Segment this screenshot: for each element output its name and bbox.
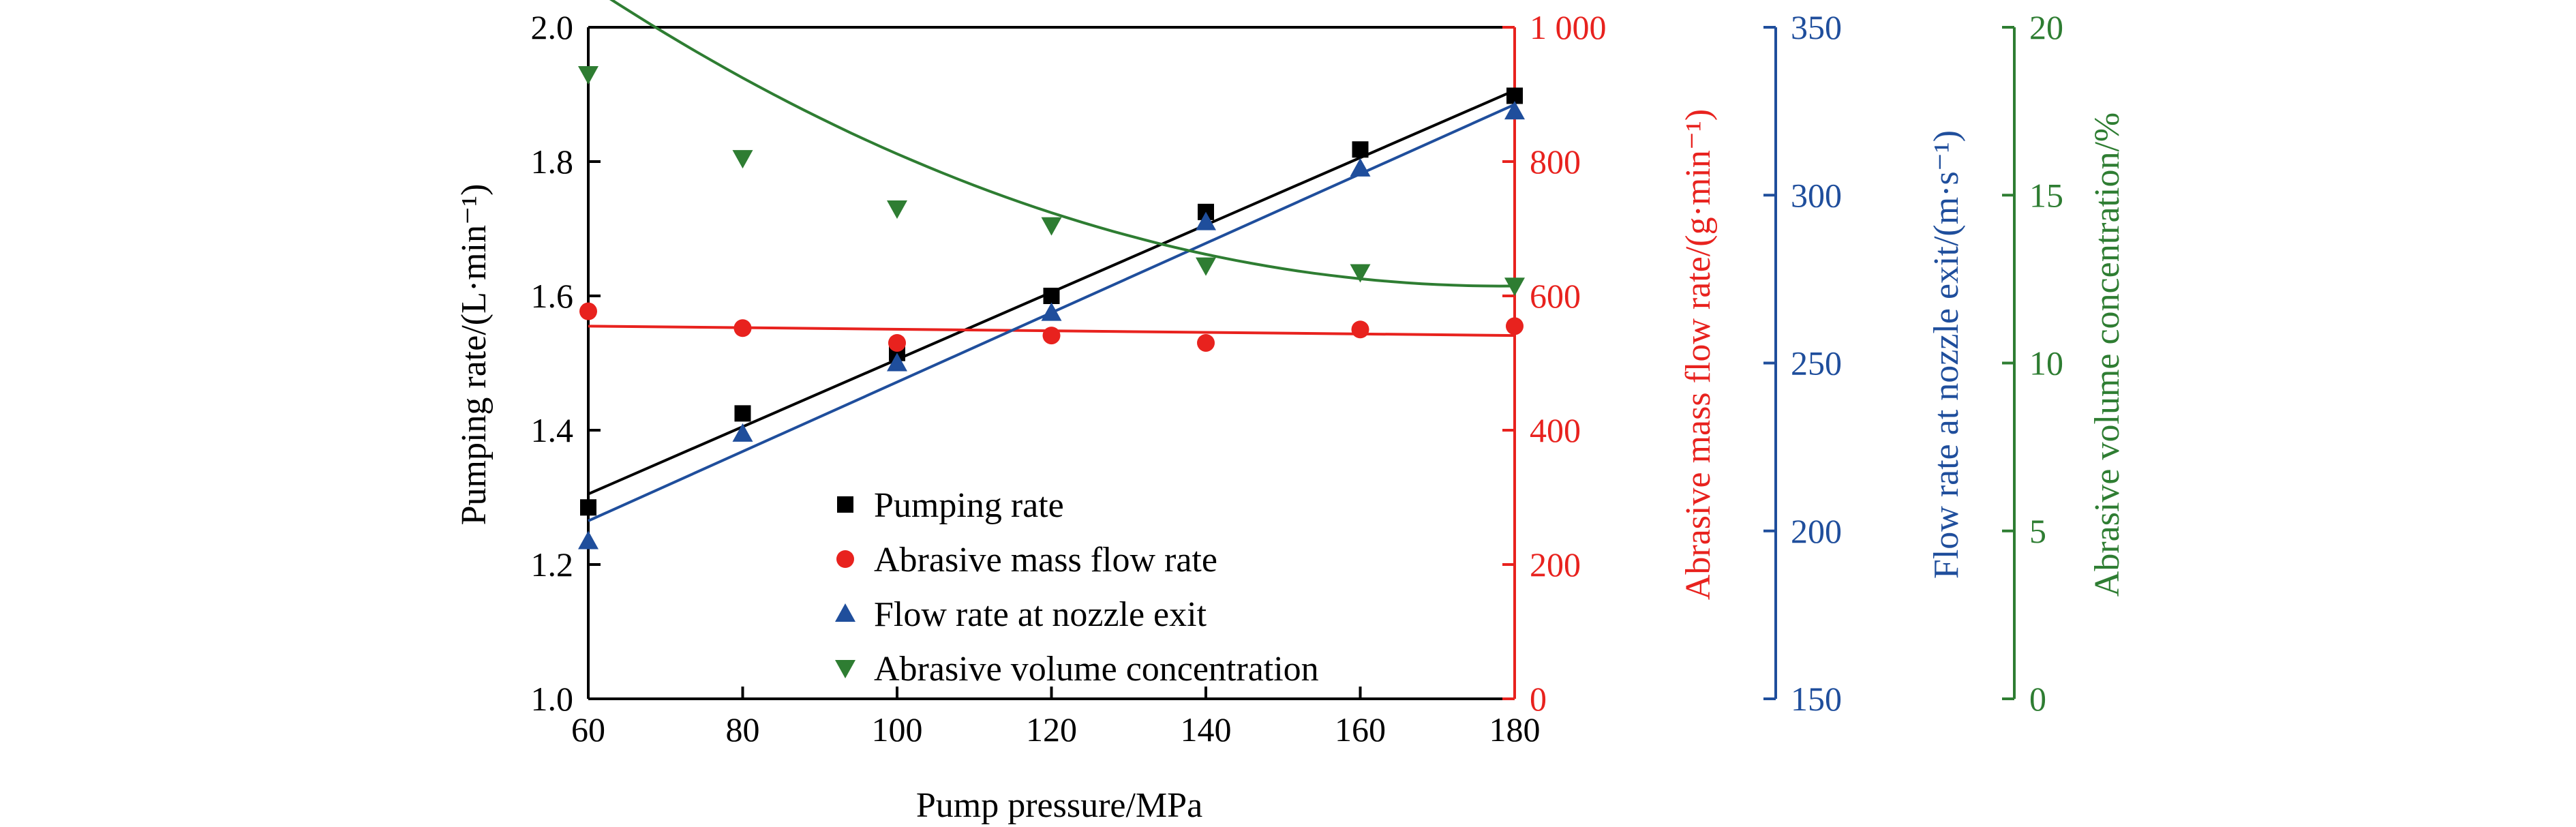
- x-tick-label: 100: [872, 710, 923, 749]
- y-tick-label-right2: 250: [1791, 344, 1842, 382]
- data-point: [887, 200, 907, 219]
- x-tick-label: 180: [1489, 710, 1541, 749]
- data-point: [1504, 277, 1525, 297]
- legend-label: Abrasive mass flow rate: [874, 541, 1217, 580]
- data-point: [1350, 157, 1371, 177]
- y-tick-label-right3: 0: [2029, 680, 2046, 718]
- y-tick-label-right1: 200: [1530, 545, 1581, 584]
- legend-marker: [836, 550, 854, 568]
- y-tick-label-right1: 600: [1530, 277, 1581, 315]
- y-tick-label-right1: 1 000: [1530, 8, 1607, 46]
- y-tick-label-right1: 0: [1530, 680, 1547, 718]
- data-point: [1043, 288, 1060, 304]
- fit-lines: [588, 0, 1515, 522]
- y-tick-label-left: 2.0: [531, 8, 574, 46]
- data-point: [1041, 302, 1062, 321]
- y-tick-label-right2: 350: [1791, 8, 1842, 46]
- legend-marker: [835, 660, 855, 678]
- y-tick-label-right2: 150: [1791, 680, 1842, 718]
- y-tick-label-left: 1.6: [531, 277, 574, 315]
- legend: Pumping rate Abrasive mass flow rate Flow …: [835, 486, 1319, 689]
- y-tick-label-right3: 15: [2029, 176, 2063, 214]
- y-tick-label-right2: 300: [1791, 176, 1842, 214]
- data-point: [578, 65, 598, 85]
- y-tick-label-left: 1.2: [531, 545, 574, 584]
- x-tick-label: 60: [571, 710, 605, 749]
- data-point: [1197, 333, 1215, 352]
- x-axis-title: Pump pressure/MPa: [916, 786, 1202, 825]
- legend-label: Abrasive volume concentration: [874, 650, 1319, 689]
- y-tick-label-right2: 200: [1791, 512, 1842, 550]
- y-tick-label-right3: 5: [2029, 512, 2046, 550]
- y-tick-label-right1: 400: [1530, 411, 1581, 449]
- y-axis-title-abrasive-volume-concentration: Abrasive volume concentration/%: [2088, 112, 2127, 597]
- axes-layer: 60 80 100 120 140 160 1801.01.21.41.61.82.0020…: [531, 8, 2064, 749]
- data-point: [1196, 257, 1216, 276]
- y-tick-label-right1: 800: [1530, 142, 1581, 181]
- legend-label: Pumping rate: [874, 486, 1064, 525]
- data-point: [732, 423, 753, 442]
- data-point: [1350, 264, 1371, 283]
- data-point: [1351, 320, 1369, 339]
- data-point: [888, 333, 906, 352]
- y-tick-label-left: 1.8: [531, 142, 574, 181]
- data-point: [1506, 317, 1524, 335]
- x-tick-label: 140: [1181, 710, 1232, 749]
- x-tick-label: 80: [726, 710, 760, 749]
- data-point: [1042, 327, 1061, 345]
- x-tick-label: 120: [1026, 710, 1077, 749]
- data-point: [579, 302, 597, 320]
- legend-marker: [837, 496, 853, 513]
- data-point: [1196, 211, 1216, 230]
- data-point: [1041, 217, 1062, 236]
- y-tick-label-left: 1.4: [531, 411, 574, 449]
- data-point: [580, 499, 596, 516]
- data-point: [578, 530, 598, 550]
- y-tick-label-left: 1.0: [531, 680, 574, 718]
- fit-curve-3: [609, 0, 1515, 288]
- data-point: [1352, 141, 1369, 158]
- data-markers: [578, 65, 1525, 550]
- y-axis-title-abrasive-mass-flow-rate: Abrasive mass flow rate/(g·min⁻¹): [1679, 109, 1718, 600]
- legend-marker: [835, 603, 855, 622]
- data-point: [887, 352, 907, 372]
- y-axis-title-flow-rate-nozzle-exit: Flow rate at nozzle exit/(m·s⁻¹): [1927, 130, 1966, 579]
- data-point: [733, 319, 752, 337]
- data-point: [734, 405, 751, 422]
- legend-label: Flow rate at nozzle exit: [874, 595, 1207, 634]
- y-axis-title-pumping-rate: Pumping rate/(L·min⁻¹): [455, 184, 494, 526]
- axis-titles: Pump pressure/MPa Pumping rate/(L·min⁻¹)…: [455, 109, 2127, 825]
- y-tick-label-right3: 20: [2029, 8, 2063, 46]
- data-point: [732, 150, 753, 169]
- x-tick-label: 160: [1335, 710, 1386, 749]
- y-tick-label-right3: 10: [2029, 344, 2063, 382]
- data-point: [1504, 101, 1525, 120]
